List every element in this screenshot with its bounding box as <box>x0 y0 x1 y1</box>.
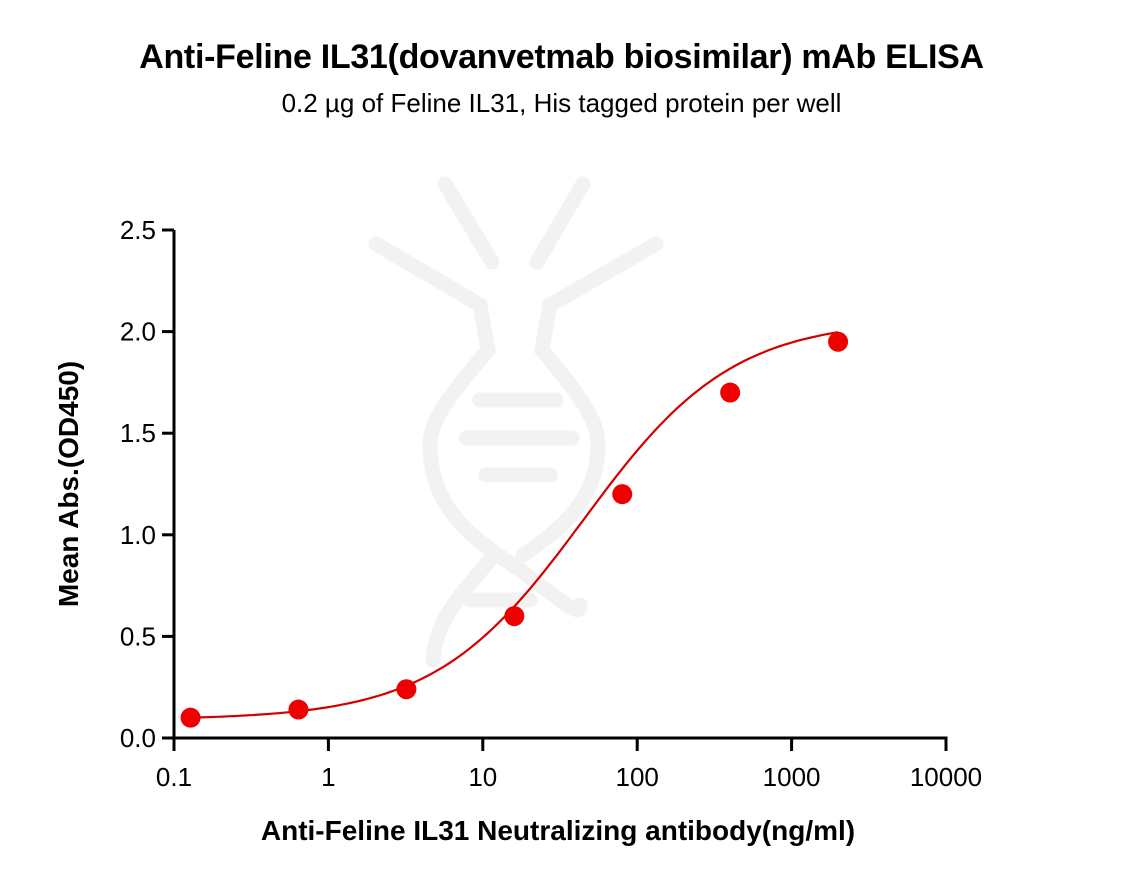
data-point <box>612 484 633 505</box>
y-tick-label: 1.5 <box>120 418 156 448</box>
data-point <box>180 707 201 728</box>
y-tick-label: 0.5 <box>120 621 156 651</box>
data-point <box>396 679 417 700</box>
y-tick-label: 1.0 <box>120 520 156 550</box>
y-tick-label: 2.0 <box>120 317 156 347</box>
x-axis-title: Anti-Feline IL31 Neutralizing antibody(n… <box>261 815 855 846</box>
y-axis-title: Mean Abs.(OD450) <box>53 361 84 607</box>
data-point <box>288 699 309 720</box>
y-tick-label: 2.5 <box>120 215 156 245</box>
chart-subtitle: 0.2 µg of Feline IL31, His tagged protei… <box>281 88 842 118</box>
data-point <box>828 331 849 352</box>
x-tick-label: 1000 <box>763 762 821 792</box>
x-tick-label: 1 <box>321 762 335 792</box>
x-tick-label: 10 <box>468 762 497 792</box>
x-tick-label: 0.1 <box>156 762 192 792</box>
data-point <box>720 382 741 403</box>
data-point <box>504 606 525 627</box>
fit-curve <box>190 331 839 719</box>
x-tick-label: 10000 <box>910 762 982 792</box>
chart-title: Anti-Feline IL31(dovanvetmab biosimilar)… <box>139 38 984 76</box>
data-points <box>180 331 849 728</box>
x-tick-label: 100 <box>616 762 659 792</box>
axes: 0.0 0.5 1.0 1.5 2.0 2.5 0.1 1 10 100 1000 10000 <box>120 215 982 792</box>
dna-watermark-icon <box>368 176 664 668</box>
y-tick-label: 0.0 <box>120 723 156 753</box>
